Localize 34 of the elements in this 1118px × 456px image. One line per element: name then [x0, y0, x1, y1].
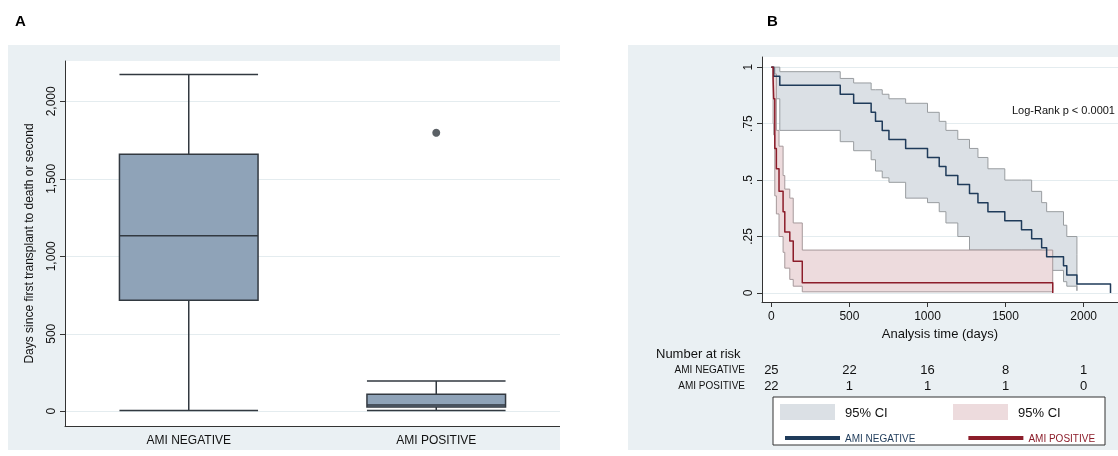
y-tick-label: .5	[741, 174, 755, 186]
text: AMI NEGATIVE	[674, 363, 746, 375]
text: 1	[923, 377, 932, 393]
y-tick-label: 500	[44, 323, 58, 344]
x-tick-label: 0	[768, 309, 776, 323]
x-axis-title: Analysis time (days)	[881, 325, 999, 341]
text: 8	[1001, 361, 1010, 377]
text: 0	[1080, 377, 1088, 393]
text: 25	[764, 361, 779, 377]
text: AMI POSITIVE	[678, 379, 746, 391]
text: 22	[842, 361, 857, 377]
text: 22	[764, 377, 779, 393]
text: 16	[920, 361, 935, 377]
text: 1	[845, 377, 854, 393]
y-tick-label: 0	[741, 289, 755, 297]
x-tick-label: 2000	[1070, 309, 1098, 323]
text: 1	[1001, 377, 1010, 393]
y-tick-label: 0	[44, 407, 58, 415]
text: 95% CI	[845, 404, 888, 420]
chart-title: A	[15, 12, 26, 29]
y-tick-label: .25	[741, 227, 755, 245]
y-tick-label: 1,500	[44, 163, 58, 194]
x-tick-label: 1000	[914, 309, 942, 323]
x-tick-label: 500	[839, 309, 860, 323]
y-tick-label: 2,000	[44, 85, 58, 117]
y-tick-label: 1	[741, 63, 755, 71]
text: Number at risk	[656, 345, 742, 361]
text: 1	[1080, 361, 1088, 377]
x-tick-label: 1500	[992, 309, 1020, 323]
chart-title: B	[767, 12, 778, 29]
text: 95% CI	[1018, 404, 1061, 420]
y-tick-label: .75	[741, 114, 755, 132]
y-axis-title: Days since first transplant to death or second	[22, 123, 36, 364]
y-tick-label: 1,000	[44, 240, 58, 272]
